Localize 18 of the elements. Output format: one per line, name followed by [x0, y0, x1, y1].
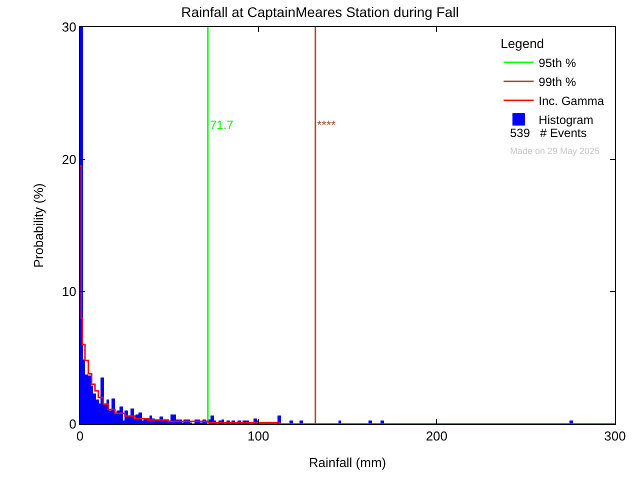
annotation: 539 # Events [510, 126, 587, 140]
y-axis-title: Probability (%) [30, 183, 46, 268]
x-tick-label: 100 [247, 428, 270, 444]
legend-label: 99th % [538, 75, 576, 90]
annotation: 71.7 [210, 118, 234, 132]
x-axis-title: Rainfall (mm) [308, 455, 386, 470]
legend-label: 95th % [538, 56, 576, 70]
legend-label: Inc. Gamma [538, 94, 604, 108]
x-tick-label: 200 [426, 428, 448, 444]
chart-title: Rainfall at CaptainMeares Station during Fall [181, 4, 459, 20]
legend-label: Histogram [538, 113, 594, 128]
y-tick-label: 30 [62, 20, 76, 35]
annotation: **** [317, 118, 336, 132]
y-tick-label: 20 [62, 152, 76, 167]
x-tick-label: 300 [604, 428, 626, 444]
y-tick-label: 0 [69, 416, 76, 432]
y-tick-label: 10 [62, 284, 76, 300]
legend-title: Legend [500, 36, 544, 51]
